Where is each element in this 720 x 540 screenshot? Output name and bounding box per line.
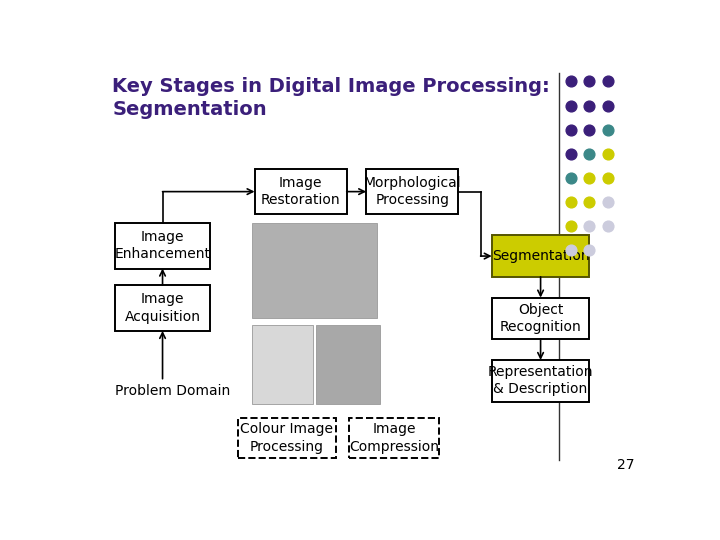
Point — [602, 125, 613, 134]
Bar — [252, 325, 313, 404]
FancyBboxPatch shape — [492, 235, 590, 277]
FancyBboxPatch shape — [349, 418, 438, 458]
Text: Problem Domain: Problem Domain — [115, 384, 230, 398]
Text: Colour Image
Processing: Colour Image Processing — [240, 422, 333, 454]
Point — [584, 150, 595, 158]
Point — [565, 246, 577, 254]
Point — [584, 222, 595, 231]
Point — [602, 173, 613, 182]
FancyBboxPatch shape — [366, 168, 459, 214]
Point — [584, 198, 595, 206]
Text: Segmentation: Segmentation — [492, 249, 590, 263]
FancyBboxPatch shape — [255, 168, 347, 214]
Point — [565, 77, 577, 86]
FancyBboxPatch shape — [238, 418, 336, 458]
Point — [602, 198, 613, 206]
Point — [602, 150, 613, 158]
FancyBboxPatch shape — [115, 285, 210, 331]
Point — [584, 77, 595, 86]
Text: Object
Recognition: Object Recognition — [500, 303, 582, 334]
FancyBboxPatch shape — [492, 360, 590, 402]
FancyBboxPatch shape — [115, 223, 210, 268]
Point — [584, 246, 595, 254]
Point — [602, 222, 613, 231]
Text: 27: 27 — [616, 458, 634, 472]
Bar — [252, 223, 377, 319]
Point — [602, 77, 613, 86]
Point — [584, 125, 595, 134]
Text: Image
Compression: Image Compression — [349, 422, 439, 454]
Text: Key Stages in Digital Image Processing:
Segmentation: Key Stages in Digital Image Processing: … — [112, 77, 550, 119]
Point — [565, 173, 577, 182]
Point — [584, 173, 595, 182]
Point — [565, 150, 577, 158]
Text: Image
Enhancement: Image Enhancement — [114, 230, 210, 261]
Point — [602, 101, 613, 110]
Point — [565, 222, 577, 231]
Text: Image
Restoration: Image Restoration — [261, 176, 341, 207]
FancyBboxPatch shape — [492, 298, 590, 339]
Text: Morphological
Processing: Morphological Processing — [364, 176, 461, 207]
Point — [565, 198, 577, 206]
Text: Image
Acquisition: Image Acquisition — [125, 292, 201, 323]
Point — [565, 125, 577, 134]
Bar — [316, 325, 380, 404]
Point — [565, 101, 577, 110]
Text: Representation
& Description: Representation & Description — [488, 365, 593, 396]
Point — [584, 101, 595, 110]
